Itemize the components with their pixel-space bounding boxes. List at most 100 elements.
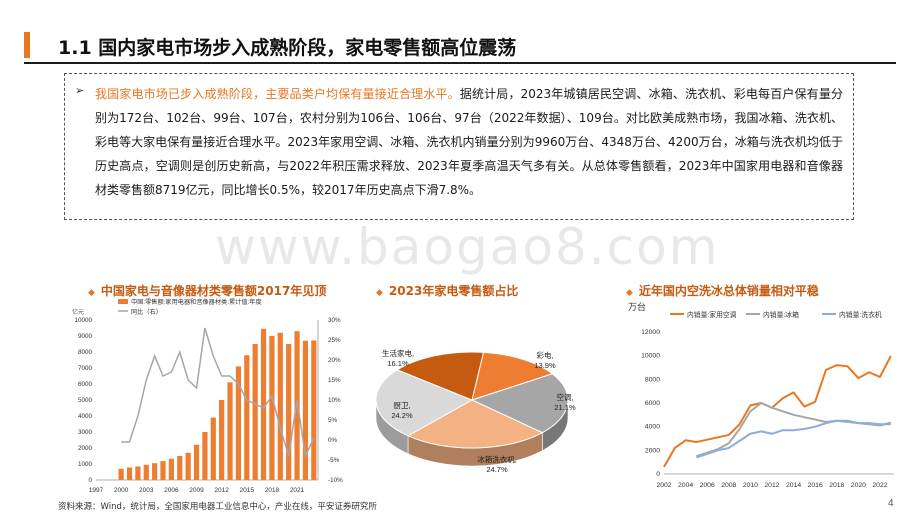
- chart1-ytick-left: 5000: [78, 397, 93, 404]
- chart3-ytick: 4000: [645, 424, 660, 431]
- chart1-title: 中国家电与音像器材类零售额2017年见顶: [100, 284, 327, 298]
- chart1-bar: [143, 464, 149, 480]
- chart1-ytick-left: 1000: [78, 461, 93, 468]
- chart1-xtick: 2012: [214, 487, 229, 494]
- chart3-ytick: 2000: [645, 447, 660, 454]
- chart1-bar: [185, 452, 191, 480]
- chart3-xtick: 2002: [656, 482, 671, 489]
- chart1-ytick-right: 15%: [328, 377, 341, 384]
- chart1-bar: [294, 331, 300, 480]
- chart1-bar: [160, 461, 166, 480]
- chart1-ytick-right: 10%: [328, 397, 341, 404]
- chart3-series-line: [663, 355, 892, 468]
- chart3-legend-label: 内销量:洗衣机: [839, 310, 882, 319]
- chart3-xtick: 2022: [872, 482, 887, 489]
- chart1-bar: [227, 382, 233, 480]
- chart3-xtick: 2010: [743, 482, 758, 489]
- pie-pct: 21.1%: [554, 403, 576, 412]
- chart1-xtick: 2021: [290, 487, 305, 494]
- pie-slice: [406, 399, 544, 449]
- pie-label: 冰箱洗衣机,: [477, 454, 517, 464]
- title-divider: [24, 62, 896, 64]
- title-accent: [24, 32, 30, 58]
- chart1-ytick-right: 0%: [328, 437, 338, 444]
- source-note: 资料来源：Wind，统计局，全国家用电器工业信息中心，产业在线，平安证券研究所: [58, 502, 377, 512]
- pie-slice: [471, 351, 554, 401]
- chart3-legend-label: 内销量:冰箱: [763, 310, 799, 319]
- chart3-xtick: 2020: [851, 482, 866, 489]
- chart1-ytick-right: 5%: [328, 417, 338, 424]
- chart3-xtick: 2014: [786, 482, 801, 489]
- chart3-title: 近年国内空洗冰总体销量相对平稳: [638, 284, 819, 298]
- chart3-ytick: 8000: [645, 376, 660, 383]
- chart1-bar: [126, 467, 133, 480]
- watermark: www.baogao8.com: [215, 218, 720, 276]
- chart2-title: 2023年家电零售额占比: [388, 284, 519, 298]
- chart1-ytick-left: 2000: [78, 445, 93, 452]
- chart3-xtick: 2018: [829, 482, 844, 489]
- summary-text: 我国家电市场已步入成熟阶段，主要品类户均保有量接近合理水平。据统计局，2023年…: [95, 82, 843, 202]
- chart1-xtick: 2015: [240, 487, 255, 494]
- chart1-bar: [177, 456, 183, 480]
- chart1-growth-line: [121, 327, 315, 459]
- chart1-xtick: 2006: [164, 487, 179, 494]
- chart3-title-wrap: ◆ 近年国内空洗冰总体销量相对平稳: [626, 282, 819, 299]
- pie-pct: 16.1%: [387, 359, 409, 368]
- pie-label: 厨卫,: [393, 401, 410, 410]
- pie-pct: 13.9%: [534, 361, 556, 370]
- diamond-icon: ◆: [88, 288, 95, 298]
- chart3-legend-label: 内销量:家用空调: [687, 310, 737, 319]
- chart3-ylabel: 万台: [628, 301, 646, 312]
- pie-label: 生活家电,: [382, 348, 414, 358]
- chart1-bar: [168, 458, 174, 480]
- diamond-icon: ◆: [626, 288, 633, 298]
- chart1-legend-bars: 中国:零售额:家用电器和音像器材类:累计值:年度: [131, 298, 262, 306]
- chart1-ytick-left: 8000: [78, 349, 93, 356]
- chart1-ytick-left: 0: [88, 477, 92, 484]
- chart1-xtick: 2018: [265, 487, 280, 494]
- chart1-bar: [311, 340, 317, 480]
- chart3-xtick: 2012: [764, 482, 779, 489]
- summary-body: 据统计局，2023年城镇居民空调、冰箱、洗衣机、彩电每百户保有量分别为172台、…: [95, 87, 843, 197]
- chart3-xtick: 2016: [808, 482, 823, 489]
- chart1-xtick: 2003: [139, 487, 154, 494]
- chart1-ytick-left: 7000: [78, 365, 93, 372]
- chart3-ytick: 12000: [641, 329, 660, 336]
- pie-pct: 24.2%: [391, 411, 413, 420]
- chart1-ytick-left: 6000: [78, 381, 93, 388]
- chart1-ytick-left: 3000: [78, 429, 93, 436]
- chart3-series-line: [696, 419, 891, 459]
- chart1-ytick-left: 10000: [74, 317, 92, 324]
- chart1-bar: [235, 366, 242, 480]
- chart1-title-wrap: ◆ 中国家电与音像器材类零售额2017年见顶: [88, 282, 326, 299]
- chart2-title-wrap: ◆ 2023年家电零售额占比: [376, 282, 518, 299]
- chart1-bar: [277, 332, 283, 480]
- chart1-xtick: 1997: [89, 487, 104, 494]
- chart1-bar: [193, 444, 200, 480]
- pie-label: 空调,: [556, 392, 573, 402]
- chart1-ytick-left: 4000: [78, 413, 93, 420]
- chart3-xtick: 2008: [721, 482, 736, 489]
- pie-slice: [470, 373, 569, 434]
- title-bar: [24, 28, 896, 60]
- chart1-bar: [135, 466, 141, 480]
- chart1-bar: [152, 463, 158, 480]
- chart1-ytick-right: 25%: [328, 337, 341, 344]
- chart3-xtick: 2006: [700, 482, 715, 489]
- chart3-ytick: 0: [656, 471, 660, 478]
- chart1-xtick: 2009: [189, 487, 204, 494]
- chart1-bar: [118, 468, 124, 480]
- chart1-ylabel: 亿元: [72, 308, 84, 316]
- chart1-bar: [286, 344, 292, 480]
- chart1-bar: [302, 340, 309, 480]
- pie-pct: 24.7%: [486, 465, 508, 474]
- chart1-ytick-right: 20%: [328, 357, 341, 364]
- pie-label: 彩电,: [536, 350, 553, 360]
- chart1-ytick-right: 30%: [328, 317, 341, 324]
- chart1-ytick-right: -10%: [328, 477, 343, 484]
- chart3-ytick: 6000: [645, 400, 660, 407]
- page-title: 1.1 国内家电市场步入成熟阶段，家电零售额高位震荡: [58, 37, 517, 59]
- page-number: 4: [888, 498, 894, 509]
